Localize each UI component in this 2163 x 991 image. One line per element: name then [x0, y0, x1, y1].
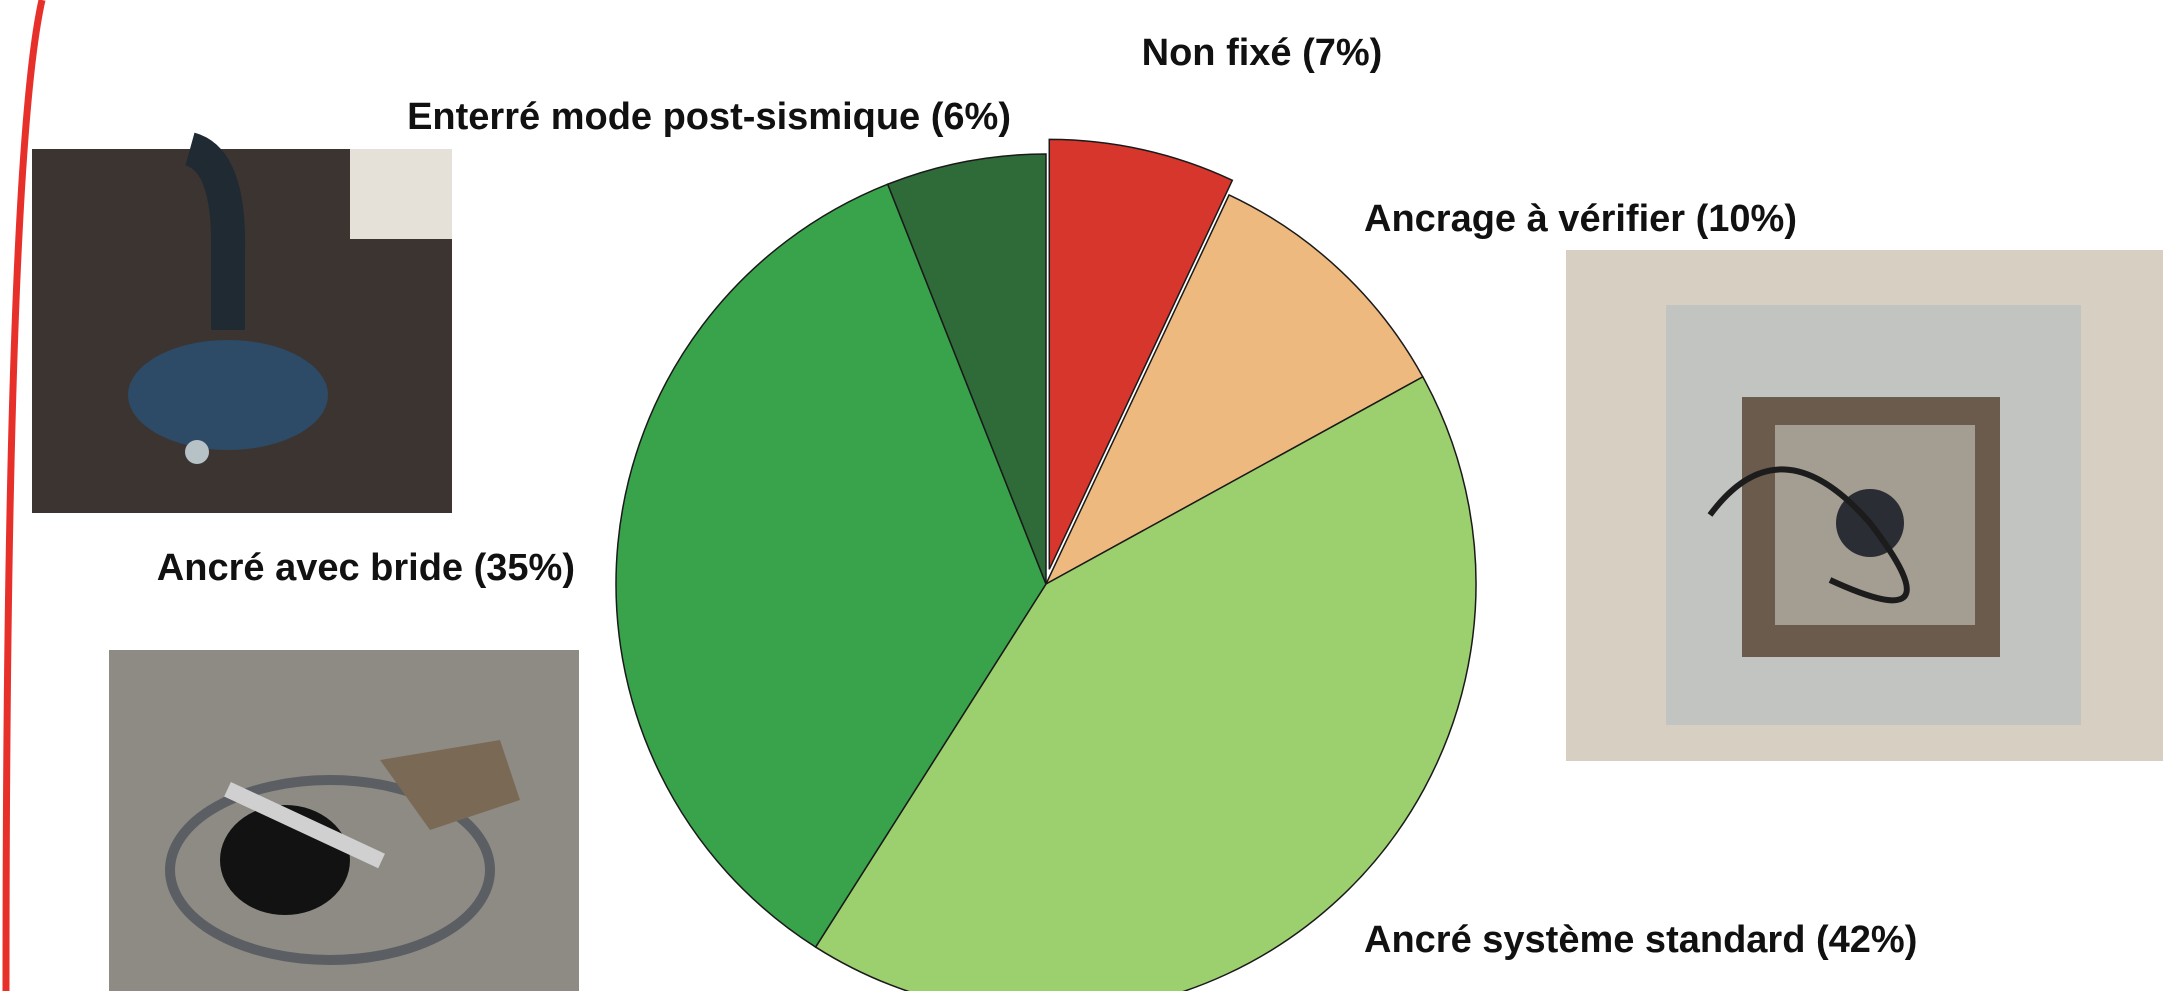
- slice-label: Ancrage à vérifier (10%): [1364, 198, 1797, 240]
- slice-label: Non fixé (7%): [1142, 32, 1383, 74]
- photo-flange-sensor: [109, 650, 579, 991]
- value-label: (10%): [1696, 198, 1797, 240]
- value-label: (42%): [1816, 919, 1917, 961]
- pie-slice: [814, 375, 1477, 991]
- category-label: Non fixé: [1142, 32, 1292, 74]
- category-label: Enterré mode post-sismique: [407, 96, 920, 138]
- category-label: Ancré avec bride: [157, 547, 463, 589]
- category-label: Ancré système standard: [1364, 919, 1805, 961]
- pie-slice: [1048, 138, 1234, 570]
- pie-slice: [886, 153, 1047, 585]
- pie-slice: [1044, 193, 1424, 586]
- category-label: Ancrage à vérifier: [1364, 198, 1685, 240]
- value-label: (7%): [1302, 32, 1382, 74]
- pie-slice: [615, 183, 1047, 949]
- value-label: (35%): [474, 547, 575, 589]
- value-label: (6%): [931, 96, 1011, 138]
- slice-label: Ancré avec bride (35%): [157, 547, 575, 589]
- slice-label: Enterré mode post-sismique (6%): [407, 96, 1011, 138]
- photo-concrete-box: [1566, 250, 2163, 761]
- slice-label: Ancré système standard (42%): [1364, 919, 1917, 961]
- photo-buried-sensor: [32, 132, 452, 513]
- frame-curve: [2, 0, 46, 991]
